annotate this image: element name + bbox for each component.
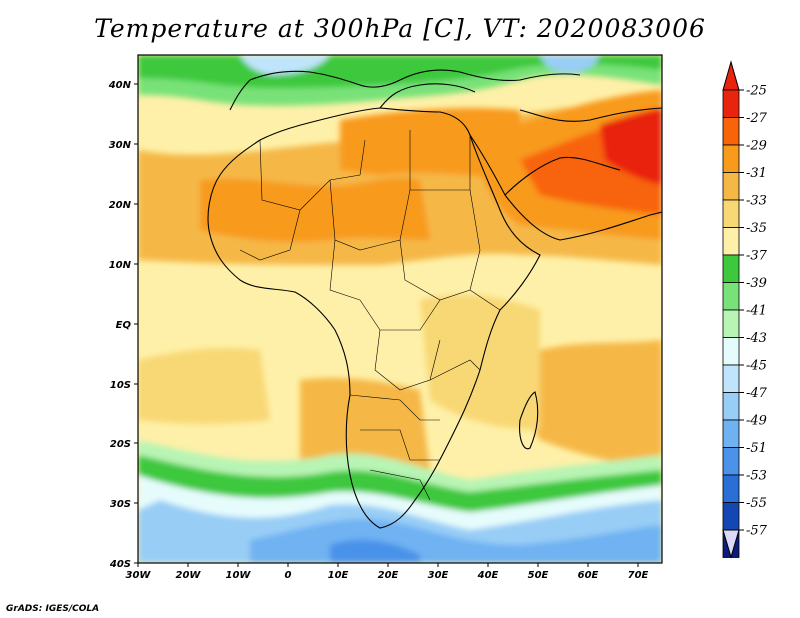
map-frame [137, 54, 663, 564]
coastline-outlines [207, 69, 662, 529]
colorbar-label: -47 [746, 386, 768, 401]
colorbar-label: -49 [746, 414, 767, 429]
x-tick-label: 60E [578, 570, 599, 581]
y-tick-label: 10S [110, 380, 131, 391]
colorbar-swatch [722, 447, 740, 476]
colorbar-label: -51 [746, 441, 767, 456]
x-tick-label: 0 [285, 570, 292, 581]
colorbar-label: -45 [746, 359, 767, 374]
colorbar-label: -35 [746, 221, 767, 236]
colorbar-swatch [722, 392, 740, 421]
temperature-field [138, 55, 662, 563]
y-tick-label: 40S [109, 559, 131, 570]
colorbar-swatch [722, 89, 740, 118]
colorbar-swatch [722, 172, 740, 201]
colorbar-bottom-arrow [722, 529, 740, 559]
y-tick-label: 20N [109, 200, 132, 211]
colorbar-label: -37 [746, 249, 768, 264]
colorbar-swatch [722, 227, 740, 256]
x-axis-labels: 30W 20W 10W 0 10E 20E 30E 40E 50E 60E 70… [126, 570, 649, 581]
colorbar-label: -39 [746, 276, 767, 291]
colorbar-swatch [722, 364, 740, 393]
colorbar-label: -27 [746, 111, 768, 126]
y-tick-label: 30N [109, 140, 132, 151]
x-tick-label: 50E [528, 570, 549, 581]
colorbar-swatch [722, 309, 740, 338]
colorbar-swatch [722, 199, 740, 228]
y-axis-labels: 40N 30N 20N 10N EQ 10S 20S 30S 40S [108, 80, 132, 570]
grads-credit: GrADS: IGES/COLA [6, 604, 100, 614]
colorbar-label: -33 [746, 194, 767, 209]
colorbar-swatch [722, 282, 740, 311]
colorbar-label: -29 [746, 139, 767, 154]
colorbar: -25 -27 -29 -31 -33 -35 -37 -39 -41 -43 -45 -47 -49 -… [722, 60, 768, 559]
y-tick-label: 20S [110, 439, 131, 450]
colorbar-swatch [722, 117, 740, 146]
colorbar-swatch [722, 254, 740, 283]
x-tick-label: 30E [428, 570, 449, 581]
colorbar-swatch [722, 502, 740, 531]
colorbar-label: -31 [746, 166, 767, 181]
x-tick-label: 10E [328, 570, 349, 581]
y-tick-label: EQ [116, 320, 132, 331]
x-tick-label: 10W [226, 570, 252, 581]
colorbar-label: -25 [746, 84, 767, 99]
x-tick-label: 20E [378, 570, 399, 581]
colorbar-top-arrow [722, 60, 740, 91]
x-tick-label: 20W [176, 570, 202, 581]
colorbar-swatch [722, 144, 740, 173]
colorbar-label: -41 [746, 304, 767, 319]
x-tick-label: 70E [628, 570, 649, 581]
country-borders [239, 130, 501, 501]
map-title: Temperature at 300hPa [C], VT: 202008300… [94, 14, 706, 43]
colorbar-swatch [722, 474, 740, 503]
colorbar-label: -43 [746, 331, 767, 346]
y-tick-label: 40N [108, 80, 132, 91]
colorbar-label: -53 [746, 469, 767, 484]
colorbar-label: -57 [746, 524, 768, 539]
axis-tick-marks [134, 83, 639, 567]
colorbar-swatch [722, 419, 740, 448]
y-tick-label: 30S [110, 499, 131, 510]
colorbar-label: -55 [746, 496, 767, 511]
x-tick-label: 40E [477, 570, 499, 581]
colorbar-swatch [722, 337, 740, 366]
y-tick-label: 10N [109, 260, 132, 271]
x-tick-label: 30W [126, 570, 152, 581]
